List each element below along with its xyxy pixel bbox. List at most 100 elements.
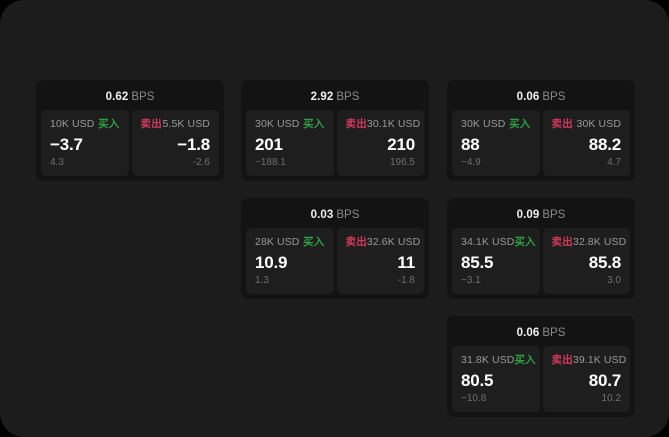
buy-side-label: 买入	[509, 118, 531, 130]
buy-side-label: 买入	[98, 118, 120, 130]
bps-value: 0.06	[516, 327, 540, 339]
quote-card[interactable]: 0.06 BPS 30K USD 买入 88 −4.9 卖出 30K USD 88.2 4.7	[447, 80, 635, 181]
order-size-label: 30.1K USD	[366, 118, 421, 130]
panel-header: 卖出 5.5K USD	[141, 119, 211, 130]
secondary-value: −4.9	[461, 157, 481, 168]
sell-side-label: 卖出	[551, 236, 573, 248]
secondary-value: -2.6	[192, 157, 210, 168]
card-body: 34.1K USD 买入 85.5 −3.1 卖出 32.8K USD 85.8 3.0	[452, 228, 630, 294]
bps-unit-label: BPS	[336, 91, 360, 103]
panel-header: 28K USD 买入	[255, 237, 325, 248]
bps-value: 2.92	[310, 91, 334, 103]
order-size-label: 30K USD	[255, 118, 300, 130]
buy-side-label: 买入	[303, 118, 325, 130]
quote-card[interactable]: 0.09 BPS 34.1K USD 买入 85.5 −3.1 卖出 32.8K USD 85.…	[447, 198, 635, 299]
card-bps-header: 0.06 BPS	[452, 86, 630, 110]
buy-panel[interactable]: 31.8K USD 买入 80.5 −10.8	[452, 346, 540, 412]
bps-unit-label: BPS	[542, 209, 566, 221]
card-body: 10K USD 买入 −3.7 4.3 卖出 5.5K USD −1.8 -2.6	[41, 110, 219, 176]
quote-card[interactable]: 2.92 BPS 30K USD 买入 201 −188.1 卖出 30.1K USD 210 1…	[241, 80, 429, 181]
price-value: 201	[255, 135, 283, 155]
panel-header: 30K USD 买入	[255, 119, 325, 130]
secondary-value: 196.5	[389, 157, 415, 168]
quote-card[interactable]: 0.03 BPS 28K USD 买入 10.9 1.3 卖出 32.6K USD 11 -1.8	[241, 198, 429, 299]
sell-side-label: 卖出	[345, 236, 367, 248]
order-size-label: 5.5K USD	[162, 118, 210, 130]
price-value: 88.2	[588, 135, 621, 155]
buy-panel[interactable]: 28K USD 买入 10.9 1.3	[246, 228, 334, 294]
price-value: 80.7	[588, 371, 621, 391]
panel-header: 卖出 30.1K USD	[345, 118, 421, 130]
quote-card[interactable]: 0.06 BPS 31.8K USD 买入 80.5 −10.8 卖出 39.1K USD 80…	[447, 316, 635, 417]
card-body: 30K USD 买入 88 −4.9 卖出 30K USD 88.2 4.7	[452, 110, 630, 176]
column-2: 2.92 BPS 30K USD 买入 201 −188.1 卖出 30.1K USD 210 1…	[241, 80, 429, 299]
card-bps-header: 0.09 BPS	[452, 204, 630, 228]
sell-panel[interactable]: 卖出 32.8K USD 85.8 3.0	[542, 228, 630, 294]
card-bps-header: 2.92 BPS	[246, 86, 424, 110]
secondary-value: -1.8	[397, 275, 415, 286]
bps-value: 0.62	[105, 91, 129, 103]
price-value: −3.7	[50, 135, 83, 155]
column-1: 0.62 BPS 10K USD 买入 −3.7 4.3 卖出 5.5K USD −1.8 -2.…	[36, 80, 224, 181]
order-size-label: 39.1K USD	[572, 354, 627, 366]
sell-side-label: 卖出	[345, 118, 367, 130]
panel-header: 10K USD 买入	[50, 119, 120, 130]
order-size-label: 32.8K USD	[572, 236, 627, 248]
buy-side-label: 买入	[514, 236, 536, 248]
card-bps-header: 0.03 BPS	[246, 204, 424, 228]
bps-value: 0.03	[310, 209, 334, 221]
sell-panel[interactable]: 卖出 5.5K USD −1.8 -2.6	[131, 110, 219, 176]
buy-panel[interactable]: 10K USD 买入 −3.7 4.3	[41, 110, 129, 176]
panel-header: 卖出 32.6K USD	[345, 236, 421, 248]
bps-value: 0.06	[516, 91, 540, 103]
price-value: 10.9	[255, 253, 288, 273]
secondary-value: −10.8	[461, 393, 487, 404]
price-value: 210	[387, 135, 415, 155]
column-3: 0.06 BPS 30K USD 买入 88 −4.9 卖出 30K USD 88.2 4.7 0.…	[447, 80, 635, 417]
secondary-value: 4.3	[50, 157, 64, 168]
quote-card[interactable]: 0.62 BPS 10K USD 买入 −3.7 4.3 卖出 5.5K USD −1.8 -2.…	[36, 80, 224, 181]
buy-panel[interactable]: 34.1K USD 买入 85.5 −3.1	[452, 228, 540, 294]
price-value: 11	[397, 253, 415, 273]
card-body: 30K USD 买入 201 −188.1 卖出 30.1K USD 210 196.5	[246, 110, 424, 176]
order-size-label: 10K USD	[50, 118, 95, 130]
sell-panel[interactable]: 卖出 32.6K USD 11 -1.8	[336, 228, 424, 294]
card-bps-header: 0.06 BPS	[452, 322, 630, 346]
order-size-label: 31.8K USD	[461, 354, 515, 366]
sell-side-label: 卖出	[551, 118, 573, 130]
buy-panel[interactable]: 30K USD 买入 88 −4.9	[452, 110, 540, 176]
panel-header: 34.1K USD 买入	[461, 236, 536, 248]
secondary-value: 1.3	[255, 275, 269, 286]
price-value: 80.5	[461, 371, 494, 391]
sell-side-label: 卖出	[140, 118, 162, 130]
sell-panel[interactable]: 卖出 30.1K USD 210 196.5	[336, 110, 424, 176]
sell-side-label: 卖出	[551, 354, 573, 366]
secondary-value: −188.1	[255, 157, 286, 168]
price-value: 85.5	[461, 253, 494, 273]
buy-side-label: 买入	[514, 354, 536, 366]
order-size-label: 34.1K USD	[461, 236, 515, 248]
sell-panel[interactable]: 卖出 39.1K USD 80.7 10.2	[542, 346, 630, 412]
bps-unit-label: BPS	[542, 91, 566, 103]
card-bps-header: 0.62 BPS	[41, 86, 219, 110]
order-size-label: 28K USD	[255, 236, 300, 248]
secondary-value: 3.0	[607, 275, 621, 286]
order-size-label: 30K USD	[461, 118, 506, 130]
buy-panel[interactable]: 30K USD 买入 201 −188.1	[246, 110, 334, 176]
bps-value: 0.09	[516, 209, 540, 221]
card-body: 31.8K USD 买入 80.5 −10.8 卖出 39.1K USD 80.7 10.2	[452, 346, 630, 412]
bps-unit-label: BPS	[542, 327, 566, 339]
secondary-value: 10.2	[601, 393, 621, 404]
price-value: −1.8	[177, 135, 210, 155]
sell-panel[interactable]: 卖出 30K USD 88.2 4.7	[542, 110, 630, 176]
price-value: 88	[461, 135, 480, 155]
secondary-value: −3.1	[461, 275, 481, 286]
panel-header: 卖出 39.1K USD	[551, 354, 627, 366]
price-value: 85.8	[588, 253, 621, 273]
bps-unit-label: BPS	[336, 209, 360, 221]
secondary-value: 4.7	[607, 157, 621, 168]
buy-side-label: 买入	[303, 236, 325, 248]
panel-header: 31.8K USD 买入	[461, 354, 536, 366]
